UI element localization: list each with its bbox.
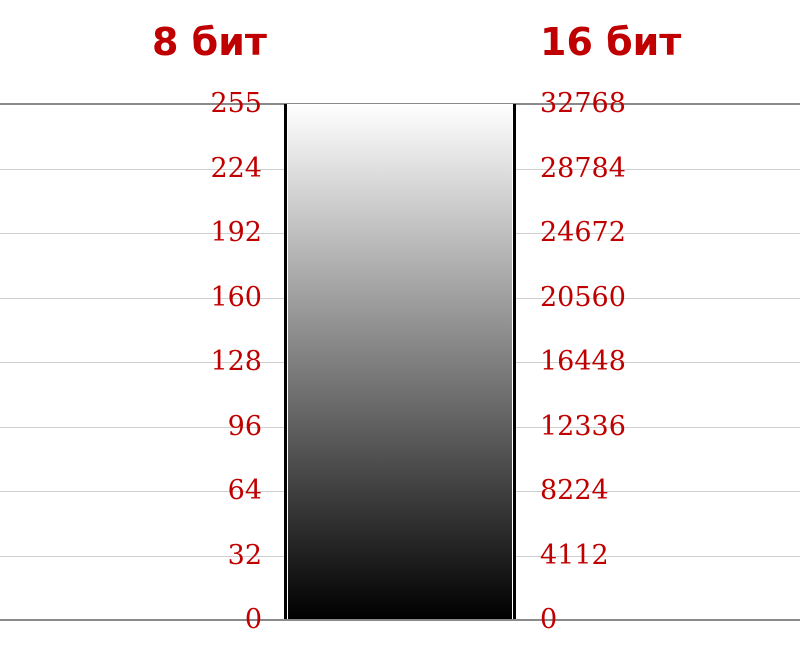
tick-label-8bit: 32	[227, 540, 262, 571]
tick-label-16bit: 0	[540, 604, 558, 635]
tick-label-8bit: 96	[227, 411, 262, 442]
tick-label-8bit: 0	[244, 604, 262, 635]
tick-label-16bit: 12336	[540, 411, 626, 442]
gridline	[0, 619, 800, 621]
bar-left-highlight	[287, 104, 288, 619]
tick-label-16bit: 24672	[540, 217, 626, 248]
tick-label-16bit: 4112	[540, 540, 609, 571]
tick-label-16bit: 28784	[540, 153, 626, 184]
heading-16bit: 16 бит	[540, 20, 682, 64]
tick-label-8bit: 255	[210, 88, 262, 119]
tick-label-16bit: 8224	[540, 475, 609, 506]
heading-8bit: 8 бит	[152, 20, 267, 64]
tick-label-16bit: 16448	[540, 346, 626, 377]
tick-label-8bit: 64	[227, 475, 262, 506]
tick-label-8bit: 192	[210, 217, 262, 248]
tick-label-16bit: 20560	[540, 282, 626, 313]
tick-label-8bit: 128	[210, 346, 262, 377]
bar-right-highlight	[512, 104, 513, 619]
tick-label-16bit: 32768	[540, 88, 626, 119]
tick-label-8bit: 160	[210, 282, 262, 313]
grayscale-gradient-bar	[284, 104, 516, 619]
tick-label-8bit: 224	[210, 153, 262, 184]
